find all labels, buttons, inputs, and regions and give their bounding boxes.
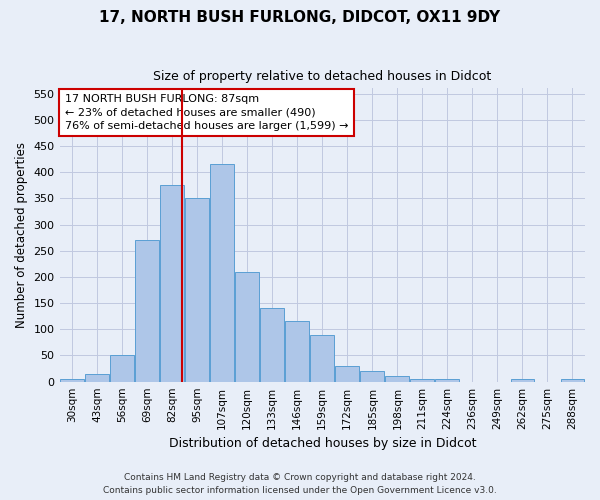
Bar — [260, 308, 284, 382]
Bar — [361, 371, 384, 382]
Bar — [310, 334, 334, 382]
Bar — [560, 379, 584, 382]
Bar — [385, 376, 409, 382]
Bar — [185, 198, 209, 382]
X-axis label: Distribution of detached houses by size in Didcot: Distribution of detached houses by size … — [169, 437, 476, 450]
Text: 17, NORTH BUSH FURLONG, DIDCOT, OX11 9DY: 17, NORTH BUSH FURLONG, DIDCOT, OX11 9DY — [100, 10, 500, 25]
Bar — [511, 379, 535, 382]
Text: 17 NORTH BUSH FURLONG: 87sqm
← 23% of detached houses are smaller (490)
76% of s: 17 NORTH BUSH FURLONG: 87sqm ← 23% of de… — [65, 94, 348, 130]
Bar — [286, 322, 309, 382]
Bar — [410, 379, 434, 382]
Bar — [210, 164, 234, 382]
Title: Size of property relative to detached houses in Didcot: Size of property relative to detached ho… — [153, 70, 491, 83]
Bar — [335, 366, 359, 382]
Bar — [60, 379, 84, 382]
Text: Contains HM Land Registry data © Crown copyright and database right 2024.
Contai: Contains HM Land Registry data © Crown c… — [103, 474, 497, 495]
Bar — [85, 374, 109, 382]
Y-axis label: Number of detached properties: Number of detached properties — [15, 142, 28, 328]
Bar — [436, 379, 459, 382]
Bar — [135, 240, 159, 382]
Bar — [110, 356, 134, 382]
Bar — [160, 185, 184, 382]
Bar — [235, 272, 259, 382]
